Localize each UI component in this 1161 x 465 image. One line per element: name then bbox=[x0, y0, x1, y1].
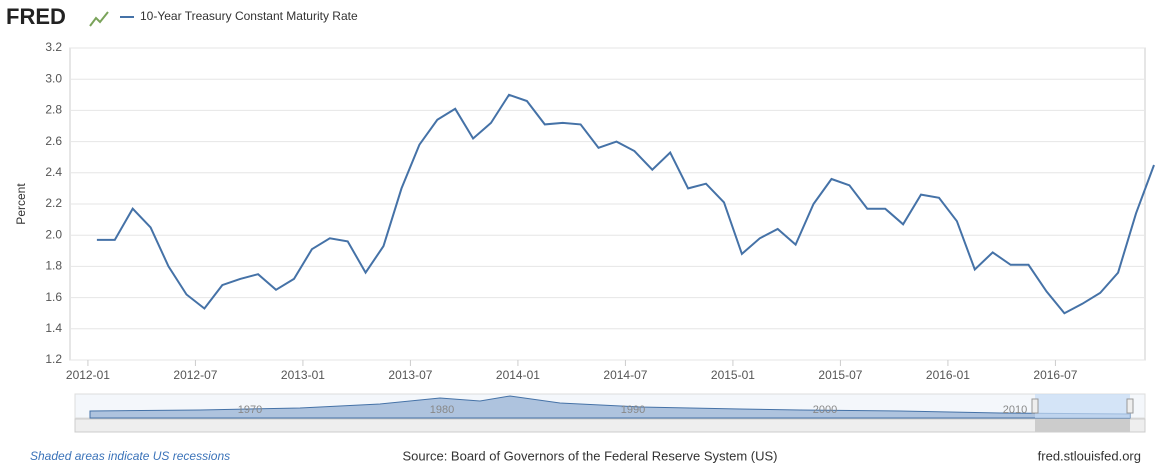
x-tick-label: 2016-07 bbox=[1033, 368, 1077, 382]
x-tick-label: 2013-01 bbox=[281, 368, 325, 382]
y-tick-label: 2.6 bbox=[45, 134, 62, 148]
navigator-label: 1980 bbox=[430, 404, 454, 416]
y-tick-label: 2.2 bbox=[45, 196, 62, 210]
y-tick-label: 3.0 bbox=[45, 71, 62, 85]
x-tick-label: 2012-01 bbox=[66, 368, 110, 382]
navigator-label: 1990 bbox=[621, 404, 645, 416]
x-tick-label: 2013-07 bbox=[388, 368, 432, 382]
y-tick-label: 1.2 bbox=[45, 352, 62, 366]
scrollbar-thumb[interactable] bbox=[1035, 419, 1130, 432]
y-tick-label: 1.8 bbox=[45, 259, 62, 273]
y-tick-label: 2.4 bbox=[45, 165, 62, 179]
y-tick-label: 1.6 bbox=[45, 290, 62, 304]
navigator-label: 2000 bbox=[813, 404, 837, 416]
navigator-label: 2010 bbox=[1003, 404, 1027, 416]
navigator-handle[interactable] bbox=[1031, 398, 1039, 414]
y-axis-label: Percent bbox=[14, 183, 28, 225]
site[interactable]: fred.stlouisfed.org bbox=[1038, 448, 1141, 463]
recession-note[interactable]: Shaded areas indicate US recessions bbox=[30, 449, 230, 463]
x-tick-label: 2015-07 bbox=[818, 368, 862, 382]
y-tick-label: 3.2 bbox=[45, 40, 62, 54]
x-tick-label: 2012-07 bbox=[173, 368, 217, 382]
logo: FRED bbox=[6, 4, 66, 29]
scrollbar[interactable] bbox=[74, 418, 1146, 433]
navigator-label: 1970 bbox=[238, 404, 262, 416]
x-tick-label: 2015-01 bbox=[711, 368, 755, 382]
x-tick-label: 2014-07 bbox=[603, 368, 647, 382]
legend-label: 10-Year Treasury Constant Maturity Rate bbox=[140, 9, 358, 23]
navigator-selection[interactable] bbox=[1035, 394, 1130, 418]
y-tick-label: 2.0 bbox=[45, 227, 62, 241]
data-line bbox=[96, 93, 1155, 315]
source: Source: Board of Governors of the Federa… bbox=[403, 448, 778, 463]
logo-icon bbox=[89, 11, 109, 27]
x-tick-label: 2016-01 bbox=[926, 368, 970, 382]
y-tick-label: 2.8 bbox=[45, 103, 62, 117]
navigator-handle[interactable] bbox=[1126, 398, 1134, 414]
y-tick-label: 1.4 bbox=[45, 321, 62, 335]
x-tick-label: 2014-01 bbox=[496, 368, 540, 382]
